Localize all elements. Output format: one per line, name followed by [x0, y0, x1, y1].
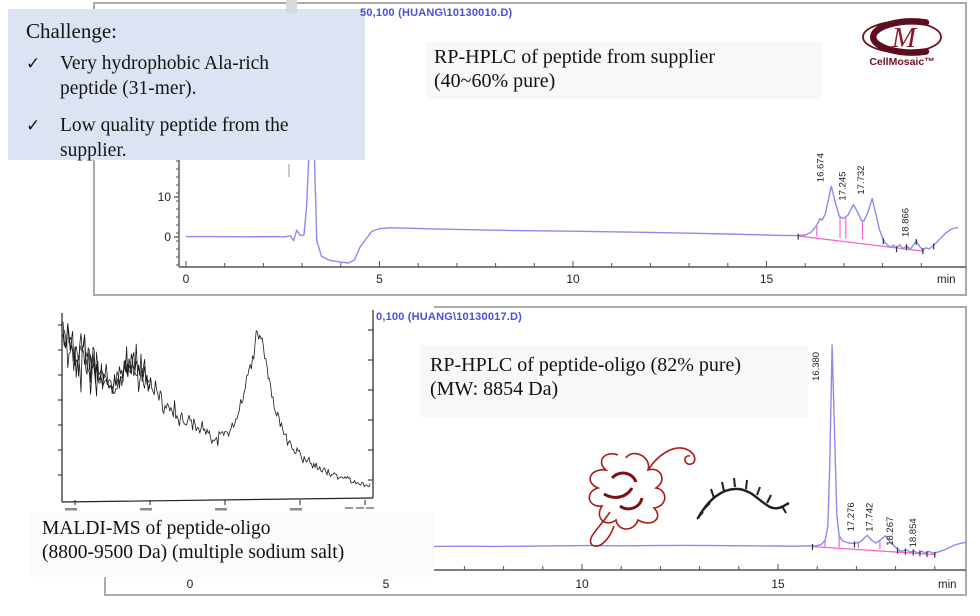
x-tick-label: 0: [187, 577, 194, 591]
y-tick-label: 10: [158, 190, 172, 204]
hplc_top-trace: [186, 132, 959, 264]
x-tick-label: 5: [376, 272, 383, 286]
bullet2-line1: Low quality peptide from the: [60, 114, 289, 136]
hplc_bottom-trace: [409, 344, 967, 555]
cellmosaic-logo: M CellMosaic™: [862, 18, 942, 68]
bottom-chart-label-line2: (MW: 8854 Da): [430, 378, 559, 400]
hplc_top-chart: 0 5 10 15 min 0 10 16.674 17.245 17.732 18.866: [93, 2, 967, 296]
logo-crescent: [870, 18, 930, 56]
peak-label: 16.380: [811, 352, 822, 381]
peak-label: 18.267: [885, 517, 896, 546]
challenge-bullet-1: ✓ Very hydrophobic Ala-rich peptide (31-…: [26, 52, 365, 102]
x-tick-label: 15: [771, 577, 785, 591]
bullet1-line2: peptide (31-mer).: [60, 77, 197, 99]
peak-label: 17.276: [846, 502, 857, 531]
scan-artifact: [286, 0, 297, 13]
x-tick-label: 0: [183, 272, 190, 286]
maldi-caption-line1: MALDI-MS of peptide-oligo: [42, 518, 271, 539]
top-chart-label-box: RP-HPLC of peptide from supplier (40~60%…: [426, 42, 822, 99]
maldi-chart: [58, 310, 374, 511]
bullet2-line2: supplier.: [60, 139, 127, 161]
bullet1-line1: Very hydrophobic Ala-rich: [60, 53, 270, 74]
checkmark-icon: ✓: [26, 54, 41, 74]
oligo-strand: [696, 487, 790, 519]
x-tick-label: 5: [383, 577, 390, 591]
top-chart-filename-header: 50,100 (HUANG\10130010.D): [360, 7, 513, 19]
hplc_bottom-chart: 0 5 10 15 min 16.380 17.276 17.742 18.267 18.854: [104, 306, 967, 596]
logo-monogram: M: [891, 22, 918, 54]
maldi-caption: MALDI-MS of peptide-oligo (8800-9500 Da)…: [30, 513, 434, 577]
scan-artifact: [288, 164, 290, 177]
bottom-chart-label-line1: RP-HPLC of peptide-oligo (82% pure): [430, 354, 742, 376]
bottom-chart-label-box: RP-HPLC of peptide-oligo (82% pure) (MW:…: [420, 345, 808, 417]
challenge-title: Challenge:: [26, 19, 117, 43]
maldi-caption-line2: (8800-9500 Da) (multiple sodium salt): [42, 542, 345, 564]
protein-ribbon: [589, 511, 615, 547]
peak-label: 17.742: [864, 503, 875, 532]
y-tick-label: 0: [164, 230, 171, 244]
bottom-chart-filename-header: 0,100 (HUANG\10130017.D): [376, 311, 523, 323]
logo-wordmark: CellMosaic™: [869, 56, 934, 68]
x-axis-unit: min: [937, 274, 956, 286]
peak-label: 16.674: [815, 153, 826, 182]
peak-label: 17.732: [856, 166, 867, 195]
checkmark-icon: ✓: [26, 115, 41, 136]
challenge-callout: Challenge: ✓ Very hydrophobic Ala-rich p…: [8, 9, 365, 161]
challenge-bullet-2: ✓ Low quality peptide from the supplier.: [26, 114, 365, 164]
x-tick-label: 15: [760, 272, 774, 286]
maldi-trace: [62, 323, 371, 488]
top-chart-label-line2: (40~60% pure): [434, 70, 556, 92]
peak-label: 18.854: [908, 518, 919, 547]
x-tick-label: 10: [566, 272, 580, 286]
x-tick-label: 10: [575, 577, 589, 591]
peak-label: 18.866: [900, 208, 911, 237]
peptide-oligo-molecule-graphic: [588, 447, 790, 547]
top-chart-label-line1: RP-HPLC of peptide from supplier: [434, 46, 716, 68]
x-axis-unit: min: [938, 579, 957, 591]
protein-ribbon: [647, 447, 696, 471]
peak-label: 17.245: [837, 172, 848, 201]
protein-ribbon: [588, 452, 666, 530]
